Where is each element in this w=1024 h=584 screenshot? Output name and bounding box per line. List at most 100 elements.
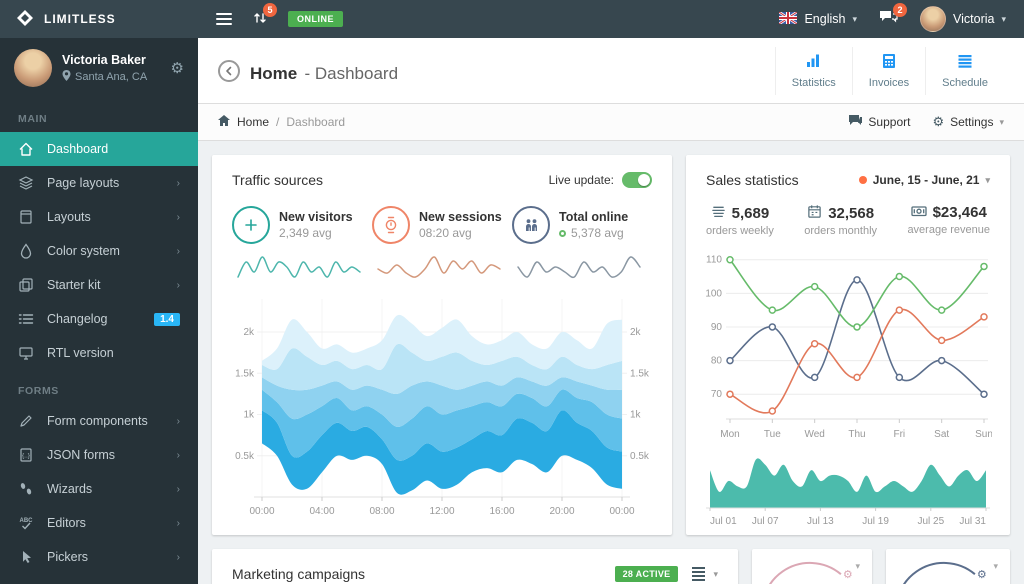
svg-text:70: 70: [711, 389, 723, 400]
sidebar-item-form-components[interactable]: Form components ›: [0, 404, 198, 438]
editor-icon: ABC: [18, 515, 34, 531]
svg-text:ABC: ABC: [20, 518, 34, 524]
top-navbar: LIMITLESS 5 ONLINE: [0, 0, 1024, 38]
chevron-right-icon: ›: [176, 483, 180, 495]
avatar: [14, 49, 52, 87]
stat-orders-weekly: 5,689 orders weekly: [706, 204, 774, 238]
screen-icon: [18, 345, 34, 361]
cash-icon: [910, 204, 927, 221]
support-chat-icon: [849, 114, 863, 130]
svg-text:1k: 1k: [630, 410, 642, 421]
svg-text:Jul 13: Jul 13: [807, 516, 834, 527]
sidebar-toggle-button[interactable]: [216, 10, 232, 28]
chevron-right-icon: ›: [176, 551, 180, 563]
svg-text:Jul 07: Jul 07: [752, 516, 779, 527]
svg-text:1.5k: 1.5k: [235, 368, 255, 379]
breadcrumb-home-link[interactable]: Home: [237, 115, 270, 129]
back-arrow-icon[interactable]: [218, 59, 240, 82]
sidebar-item-layouts[interactable]: Layouts ›: [0, 200, 198, 234]
dashboard-content: Traffic sources Live update:: [198, 141, 1024, 584]
chevron-right-icon: ›: [176, 449, 180, 461]
sidebar-item-editors[interactable]: ABC Editors ›: [18, 515, 181, 531]
active-count-badge: 28 ACTIVE: [614, 566, 679, 582]
sidebar-item-changelog[interactable]: Changelog 1.4: [0, 302, 198, 336]
sales-statistics-panel: Sales statistics June, 15 - June, 21 ▾: [686, 155, 1010, 535]
header-action-schedule[interactable]: Schedule: [925, 46, 1004, 95]
svg-text:20:00: 20:00: [549, 506, 574, 517]
svg-text:Fri: Fri: [893, 429, 905, 440]
cursor-icon: [18, 549, 34, 565]
sidebar-item-dashboard[interactable]: Dashboard: [0, 132, 198, 166]
breadcrumb-current: Dashboard: [286, 115, 346, 129]
sidebar-item-starter-kit[interactable]: Starter kit ›: [0, 268, 198, 302]
svg-text:1.5k: 1.5k: [630, 368, 650, 379]
chevron-down-icon: ▾: [713, 568, 718, 579]
sidebar-item-rtl-version[interactable]: RTL version: [0, 336, 198, 370]
sidebar-item-color-system[interactable]: Color system ›: [0, 234, 198, 268]
messages-badge: 2: [893, 2, 907, 17]
chevron-down-icon[interactable]: ▾: [855, 561, 860, 571]
live-update-toggle[interactable]: [622, 172, 652, 188]
traffic-stream-chart: 0.5k 0.5k 1k 1k 1.5k 1.5k 2k 2k 00:00 04:00 08:00 1…: [235, 299, 650, 517]
sidebar-item-pickers[interactable]: Pickers ›: [0, 540, 198, 574]
svg-text:⚙: ⚙: [977, 569, 987, 581]
sidebar-item-json-forms[interactable]: {..} JSON forms ›: [0, 438, 198, 472]
sessions-sparkline: [377, 256, 501, 278]
breadcrumb-separator: /: [276, 115, 280, 129]
svg-text:0.5k: 0.5k: [235, 451, 255, 462]
support-link[interactable]: Support: [849, 114, 910, 130]
svg-text:⚙: ⚙: [843, 569, 853, 581]
gauge-panel-2: ▾ ⚙: [886, 549, 1010, 584]
language-menu[interactable]: English ▾: [778, 10, 857, 27]
marketing-campaigns-panel: Marketing campaigns 28 ACTIVE ▾: [212, 549, 738, 584]
page-title: Home: [250, 64, 298, 83]
settings-menu[interactable]: ⚙ Settings ▾: [932, 114, 1004, 129]
svg-text:Jul 31: Jul 31: [959, 516, 986, 527]
gear-icon[interactable]: ⚙: [170, 60, 184, 77]
visitors-sparkline: [237, 256, 361, 278]
date-range-selector[interactable]: June, 15 - June, 21 ▾: [858, 173, 990, 187]
page-header-actions: Statistics Invoices Schedule: [774, 46, 1004, 95]
svg-text:00:00: 00:00: [249, 506, 274, 517]
svg-text:Tue: Tue: [764, 429, 781, 440]
panel-title: Sales statistics: [706, 172, 799, 188]
schedule-icon: [957, 53, 973, 72]
stack-icon: [711, 204, 726, 222]
messages-button[interactable]: 2: [879, 2, 907, 29]
droplet-icon: [18, 243, 34, 259]
user-menu[interactable]: Victoria ▾: [920, 6, 1006, 32]
chevron-right-icon: ›: [176, 517, 180, 529]
svg-text:12:00: 12:00: [429, 506, 454, 517]
page-subtitle: - Dashboard: [304, 64, 399, 83]
svg-text:Jul 25: Jul 25: [917, 516, 944, 527]
sidebar-item-page-layouts[interactable]: Page layouts ›: [0, 166, 198, 200]
sales-line-chart: 70 80 90 100 110 Mon Tue Wed Thu Fri Sat Sun: [705, 255, 993, 440]
panel-menu-button[interactable]: ▾: [692, 565, 718, 583]
braces-icon: {..}: [18, 447, 34, 463]
stat-total-online: Total online 5,378 avg: [512, 206, 652, 285]
calculator-icon: [881, 53, 897, 72]
svg-text:08:00: 08:00: [369, 506, 394, 517]
watch-icon: [372, 206, 410, 244]
limitless-logo-icon[interactable]: [16, 9, 34, 30]
svg-text:90: 90: [711, 322, 723, 333]
online-sparkline: [517, 256, 641, 279]
bar-chart-icon: [806, 53, 822, 72]
range-dot-icon: [858, 176, 867, 184]
svg-text:Jul 19: Jul 19: [862, 516, 889, 527]
header-action-statistics[interactable]: Statistics: [774, 46, 852, 95]
svg-text:04:00: 04:00: [309, 506, 334, 517]
online-status-badge[interactable]: ONLINE: [288, 11, 344, 27]
version-badge: 1.4: [154, 312, 180, 326]
gauge-panel-1: ▾ ⚙: [752, 549, 872, 584]
layers-icon: [18, 175, 34, 191]
language-label: English: [804, 12, 846, 26]
stat-new-visitors: New visitors 2,349 avg: [232, 206, 372, 285]
header-action-invoices[interactable]: Invoices: [851, 46, 925, 95]
chevron-right-icon: ›: [176, 245, 180, 257]
sidebar-item-wizards[interactable]: Wizards ›: [0, 472, 198, 506]
git-updates-button[interactable]: 5: [252, 2, 277, 29]
chevron-down-icon[interactable]: ▾: [993, 561, 998, 571]
sidebar-user-card[interactable]: Victoria Baker Santa Ana, CA ⚙: [0, 38, 198, 98]
list-icon: [18, 311, 34, 327]
